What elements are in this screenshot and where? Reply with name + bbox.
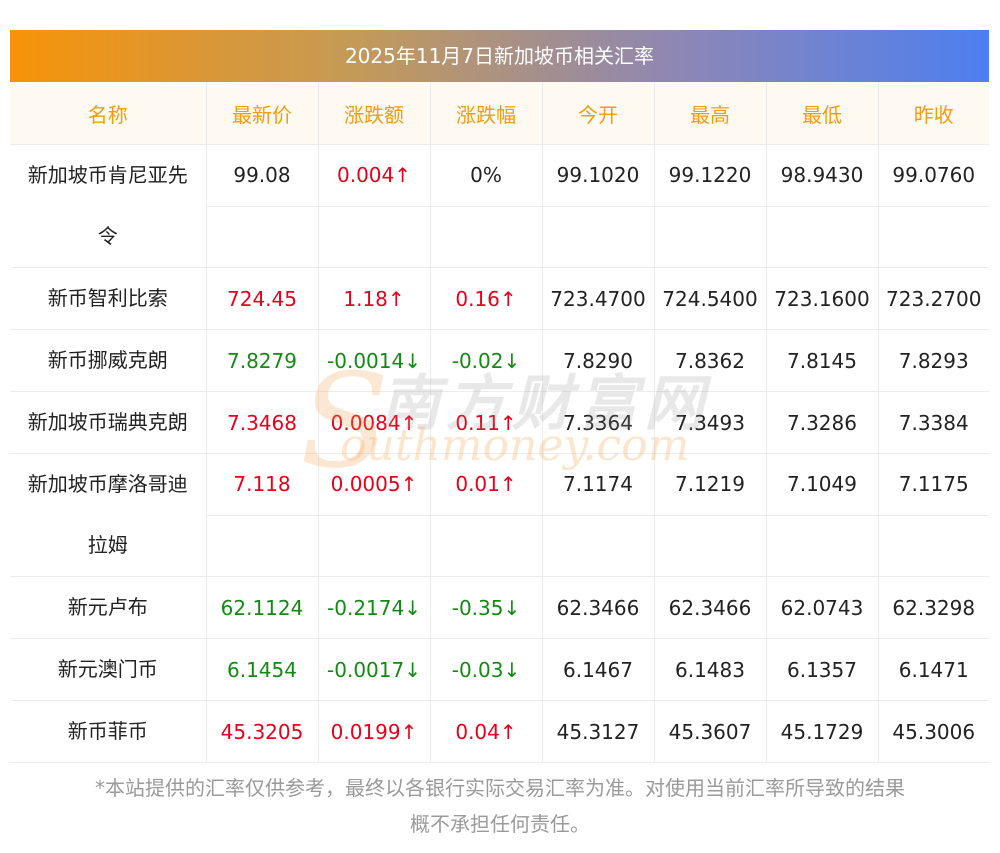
latest-price: 62.1124 [205, 576, 318, 639]
high-price: 99.1220 [654, 145, 766, 207]
low-price: 45.1729 [765, 700, 878, 763]
low-price: 6.1357 [765, 638, 878, 701]
change-amount: 0.0084↑ [317, 391, 430, 454]
change-amount: 0.0005↑ [318, 454, 430, 516]
col-header-low: 最低 [765, 82, 878, 145]
col-header-high: 最高 [653, 82, 766, 145]
table-row: 新币菲币 45.3205 0.0199↑ 0.04↑ 45.3127 45.36… [10, 700, 989, 763]
low-price: 7.3286 [765, 391, 878, 454]
table-row: 新币智利比索 724.45 1.18↑ 0.16↑ 723.4700 724.5… [10, 267, 989, 330]
prev-close: 6.1471 [877, 638, 989, 701]
change-amount: 1.18↑ [317, 267, 430, 330]
change-percent: 0.11↑ [429, 391, 542, 454]
low-price: 7.1049 [766, 454, 878, 516]
col-header-prev: 昨收 [877, 82, 989, 145]
high-price: 7.8362 [653, 329, 766, 392]
open-price: 45.3127 [541, 700, 654, 763]
open-price: 723.4700 [541, 267, 654, 330]
latest-price: 7.8279 [205, 329, 318, 392]
header-row: 名称 最新价 涨跌额 涨跌幅 今开 最高 最低 昨收 [10, 82, 989, 145]
high-price: 6.1483 [653, 638, 766, 701]
currency-name-line1: 新加坡币摩洛哥迪 [27, 472, 188, 496]
table-row: 新元澳门币 6.1454 -0.0017↓ -0.03↓ 6.1467 6.14… [10, 638, 989, 701]
currency-name[interactable]: 新币智利比索 [10, 267, 206, 330]
currency-name-line2: 令 [97, 224, 118, 248]
currency-name-line2: 拉姆 [87, 533, 128, 557]
prev-close: 7.8293 [877, 329, 989, 392]
change-percent: -0.03↓ [429, 638, 542, 701]
high-price: 7.1219 [654, 454, 766, 516]
col-header-pct: 涨跌幅 [429, 82, 542, 145]
rate-table-container: 2025年11月7日新加坡币相关汇率 名称 最新价 涨跌额 涨跌幅 今开 最高 … [10, 30, 989, 763]
high-price: 62.3466 [653, 576, 766, 639]
change-percent: 0.01↑ [430, 454, 542, 516]
latest-price: 45.3205 [205, 700, 318, 763]
change-amount: 0.004↑ [318, 145, 430, 207]
latest-price: 724.45 [205, 267, 318, 330]
currency-name[interactable]: 新加坡币摩洛哥迪 拉姆 [10, 453, 206, 577]
change-amount: 0.0199↑ [317, 700, 430, 763]
latest-price: 7.3468 [205, 391, 318, 454]
change-percent: -0.35↓ [429, 576, 542, 639]
change-amount: -0.0014↓ [317, 329, 430, 392]
latest-price: 99.08 [206, 145, 318, 207]
table-title: 2025年11月7日新加坡币相关汇率 [10, 30, 989, 82]
col-header-latest: 最新价 [205, 82, 318, 145]
low-price: 723.1600 [765, 267, 878, 330]
currency-name[interactable]: 新加坡币瑞典克朗 [10, 391, 206, 454]
change-amount: -0.2174↓ [317, 576, 430, 639]
currency-name[interactable]: 新元卢布 [10, 576, 206, 639]
prev-close: 7.1175 [878, 454, 989, 516]
col-header-change: 涨跌额 [317, 82, 430, 145]
latest-price: 6.1454 [205, 638, 318, 701]
currency-name[interactable]: 新币菲币 [10, 700, 206, 763]
low-price: 62.0743 [765, 576, 878, 639]
high-price: 724.5400 [653, 267, 766, 330]
table-row: 新加坡币肯尼亚先 令 99.08 0.004↑ 0% 99.1020 99.12… [10, 144, 989, 268]
prev-close: 99.0760 [878, 145, 989, 207]
low-price: 7.8145 [765, 329, 878, 392]
change-percent: 0.16↑ [429, 267, 542, 330]
open-price: 7.8290 [541, 329, 654, 392]
col-header-open: 今开 [541, 82, 654, 145]
high-price: 7.3493 [653, 391, 766, 454]
open-price: 7.1174 [542, 454, 654, 516]
rate-table: 名称 最新价 涨跌额 涨跌幅 今开 最高 最低 昨收 新加坡币肯尼亚先 令 99… [10, 82, 989, 763]
currency-name-line1: 新加坡币肯尼亚先 [27, 163, 188, 187]
open-price: 7.3364 [541, 391, 654, 454]
currency-name[interactable]: 新加坡币肯尼亚先 令 [10, 144, 206, 268]
disclaimer-line1: *本站提供的汇率仅供参考，最终以各银行实际交易汇率为准。对使用当前汇率所导致的结… [95, 776, 905, 800]
currency-name[interactable]: 新币挪威克朗 [10, 329, 206, 392]
disclaimer: *本站提供的汇率仅供参考，最终以各银行实际交易汇率为准。对使用当前汇率所导致的结… [0, 770, 1000, 842]
disclaimer-line2: 概不承担任何责任。 [410, 812, 590, 836]
table-row: 新币挪威克朗 7.8279 -0.0014↓ -0.02↓ 7.8290 7.8… [10, 329, 989, 392]
open-price: 99.1020 [542, 145, 654, 207]
open-price: 6.1467 [541, 638, 654, 701]
high-price: 45.3607 [653, 700, 766, 763]
change-percent: -0.02↓ [429, 329, 542, 392]
change-percent: 0% [430, 145, 542, 207]
col-header-name: 名称 [10, 82, 206, 145]
change-amount: -0.0017↓ [317, 638, 430, 701]
prev-close: 7.3384 [877, 391, 989, 454]
open-price: 62.3466 [541, 576, 654, 639]
prev-close: 45.3006 [877, 700, 989, 763]
prev-close: 723.2700 [877, 267, 989, 330]
table-row: 新加坡币瑞典克朗 7.3468 0.0084↑ 0.11↑ 7.3364 7.3… [10, 391, 989, 454]
prev-close: 62.3298 [877, 576, 989, 639]
latest-price: 7.118 [206, 454, 318, 516]
table-row: 新元卢布 62.1124 -0.2174↓ -0.35↓ 62.3466 62.… [10, 576, 989, 639]
change-percent: 0.04↑ [429, 700, 542, 763]
currency-name[interactable]: 新元澳门币 [10, 638, 206, 701]
table-row: 新加坡币摩洛哥迪 拉姆 7.118 0.0005↑ 0.01↑ 7.1174 7… [10, 453, 989, 577]
low-price: 98.9430 [766, 145, 878, 207]
